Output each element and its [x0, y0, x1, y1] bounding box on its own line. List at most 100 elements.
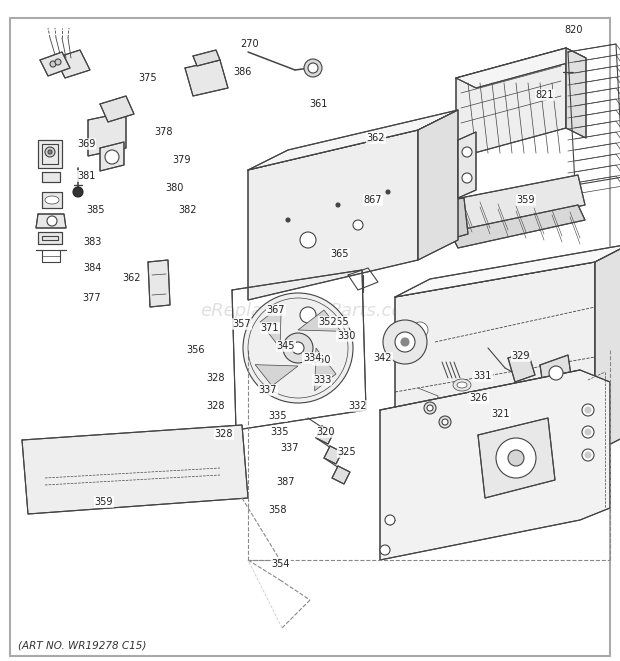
Text: 333: 333 [313, 375, 331, 385]
Polygon shape [42, 192, 62, 208]
Text: 378: 378 [155, 127, 173, 137]
Text: 325: 325 [338, 447, 356, 457]
Text: 331: 331 [474, 371, 492, 381]
Circle shape [336, 203, 340, 207]
Circle shape [582, 449, 594, 461]
Circle shape [424, 402, 436, 414]
Text: 355: 355 [330, 317, 349, 327]
Polygon shape [508, 352, 535, 382]
Text: 337: 337 [259, 385, 277, 395]
Ellipse shape [45, 196, 59, 204]
Polygon shape [376, 156, 400, 174]
Circle shape [55, 59, 61, 65]
Polygon shape [100, 142, 124, 171]
Text: 329: 329 [512, 351, 530, 361]
Polygon shape [22, 425, 248, 514]
Circle shape [427, 405, 433, 411]
Text: 820: 820 [565, 25, 583, 35]
Text: 381: 381 [77, 171, 95, 181]
Polygon shape [395, 262, 595, 487]
Text: (ART NO. WR19278 C15): (ART NO. WR19278 C15) [18, 641, 146, 651]
Circle shape [304, 59, 322, 77]
Text: 334: 334 [303, 353, 321, 363]
Circle shape [386, 190, 390, 194]
Text: 365: 365 [330, 249, 349, 259]
Circle shape [383, 320, 427, 364]
Circle shape [549, 366, 563, 380]
Text: 384: 384 [83, 263, 101, 273]
Text: 383: 383 [83, 237, 101, 247]
Polygon shape [450, 205, 585, 248]
Text: 328: 328 [206, 373, 225, 383]
Polygon shape [255, 365, 298, 386]
Polygon shape [370, 142, 400, 168]
Polygon shape [566, 48, 586, 138]
Polygon shape [260, 305, 281, 348]
Text: 359: 359 [95, 497, 113, 507]
Circle shape [380, 545, 390, 555]
Text: 320: 320 [317, 427, 335, 437]
Text: 270: 270 [241, 39, 259, 49]
Polygon shape [298, 310, 341, 331]
Text: 375: 375 [139, 73, 157, 83]
Circle shape [286, 218, 290, 222]
Text: 369: 369 [77, 139, 95, 149]
Circle shape [462, 147, 472, 157]
Text: 361: 361 [309, 99, 327, 109]
Text: 330: 330 [337, 331, 355, 341]
Circle shape [292, 342, 304, 354]
Ellipse shape [457, 382, 467, 388]
Circle shape [385, 515, 395, 525]
Circle shape [47, 216, 57, 226]
Ellipse shape [412, 322, 428, 338]
Polygon shape [324, 446, 342, 464]
Polygon shape [248, 110, 458, 170]
Polygon shape [248, 130, 418, 300]
Text: 359: 359 [516, 195, 535, 205]
Text: 335: 335 [271, 427, 290, 437]
Text: 382: 382 [179, 205, 197, 215]
Text: 379: 379 [173, 155, 191, 165]
Polygon shape [42, 172, 60, 182]
Text: 357: 357 [232, 319, 251, 329]
Text: 362: 362 [367, 133, 385, 143]
Text: 335: 335 [268, 411, 287, 421]
Text: 821: 821 [536, 90, 554, 100]
Text: 386: 386 [233, 67, 251, 77]
Polygon shape [193, 50, 220, 66]
Circle shape [243, 293, 353, 403]
Text: 345: 345 [277, 341, 295, 351]
Circle shape [442, 419, 448, 425]
Polygon shape [478, 418, 555, 498]
Circle shape [462, 173, 472, 183]
Text: 328: 328 [215, 429, 233, 439]
Text: 371: 371 [261, 323, 279, 333]
Circle shape [308, 63, 318, 73]
Text: 380: 380 [165, 183, 183, 193]
Ellipse shape [406, 316, 434, 344]
Polygon shape [450, 198, 468, 238]
Polygon shape [185, 60, 228, 96]
Text: 350: 350 [312, 355, 331, 365]
Circle shape [300, 307, 316, 323]
Circle shape [508, 450, 524, 466]
Polygon shape [315, 348, 336, 391]
Text: 867: 867 [364, 195, 383, 205]
Text: 352: 352 [319, 317, 337, 327]
Text: 367: 367 [267, 305, 285, 315]
Circle shape [401, 338, 409, 346]
Text: 362: 362 [123, 273, 141, 283]
Text: 328: 328 [206, 401, 225, 411]
Polygon shape [540, 355, 572, 392]
Text: 377: 377 [82, 293, 101, 303]
Ellipse shape [453, 379, 471, 391]
Circle shape [73, 187, 83, 197]
Circle shape [585, 452, 591, 458]
Text: 337: 337 [281, 443, 299, 453]
Circle shape [585, 429, 591, 435]
Text: 332: 332 [348, 401, 367, 411]
Text: 358: 358 [268, 505, 287, 515]
Polygon shape [395, 244, 620, 297]
Polygon shape [55, 50, 90, 78]
Circle shape [300, 232, 316, 248]
